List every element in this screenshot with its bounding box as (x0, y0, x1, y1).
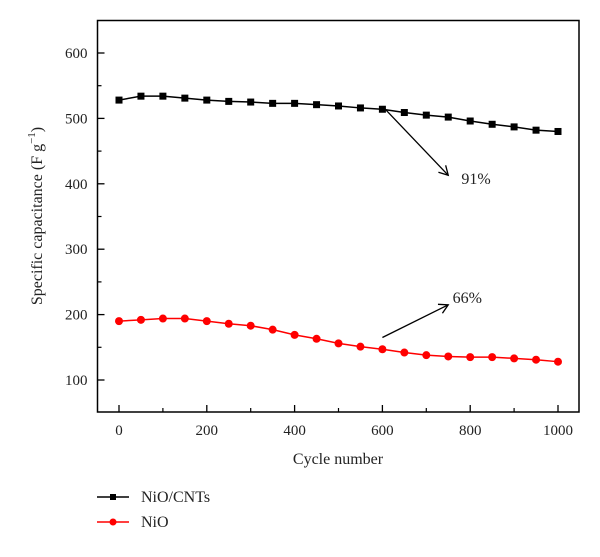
data-point-nio-cnts (400, 109, 408, 117)
data-point-nio-cnts (335, 102, 342, 110)
data-point-nio (510, 354, 519, 363)
annotation-arrow-66 (382, 303, 450, 339)
data-point-nio (290, 330, 299, 339)
legend-marker-square (110, 494, 116, 500)
data-point-nio-cnts (313, 101, 321, 109)
data-point-nio (400, 348, 409, 357)
x-tick-label: 0 (115, 423, 123, 439)
data-point-nio (180, 314, 189, 323)
data-point-nio (268, 325, 277, 334)
plot-frame (96, 19, 580, 413)
data-point-nio-cnts (203, 96, 211, 104)
legend-item-nio-cnts: NiO/CNTs (97, 489, 210, 506)
data-point-nio-cnts (444, 113, 452, 121)
x-tick-label: 800 (459, 423, 482, 439)
y-tick-label: 600 (65, 46, 88, 62)
annotation-label-91: 91% (461, 171, 490, 188)
legend-label-nio-cnts: NiO/CNTs (141, 489, 210, 506)
y-tick-label: 100 (65, 373, 88, 389)
data-point-nio (334, 339, 343, 348)
data-point-nio (422, 351, 431, 360)
annotations: 91% 66% (382, 108, 491, 339)
data-point-nio-cnts (159, 92, 167, 100)
data-point-nio (488, 353, 497, 362)
y-tick-label: 500 (65, 111, 88, 127)
data-point-nio (378, 345, 387, 354)
y-tick-label: 400 (65, 177, 88, 193)
y-axis-title: Specific capacitance (F g−1) (26, 127, 46, 305)
series-layer (115, 92, 562, 366)
x-axis-title: Cycle number (293, 451, 384, 468)
x-tick-label: 600 (371, 423, 394, 439)
data-point-nio-cnts (356, 104, 364, 112)
annotation-label-66: 66% (453, 290, 482, 307)
data-point-nio (312, 334, 321, 343)
data-point-nio (532, 355, 541, 364)
data-point-nio-cnts (378, 105, 386, 113)
data-point-nio (444, 352, 453, 361)
data-point-nio (202, 317, 211, 326)
legend-marker-circle (109, 518, 117, 526)
x-tick-label: 1000 (543, 423, 573, 439)
legend: NiO/CNTs NiO (97, 489, 210, 531)
data-point-nio (466, 353, 475, 362)
data-point-nio-cnts (466, 117, 474, 125)
y-axis-ticks (97, 52, 105, 381)
y-axis-title-main: Specific capacitance (F g (29, 144, 46, 305)
data-point-nio-cnts (532, 126, 540, 134)
data-point-nio-cnts (291, 99, 299, 107)
data-point-nio (554, 357, 562, 366)
x-tick-label: 200 (196, 423, 219, 439)
data-point-nio-cnts (510, 123, 518, 131)
data-point-nio-cnts (488, 120, 496, 128)
y-tick-label: 300 (65, 242, 88, 258)
data-point-nio-cnts (115, 96, 123, 104)
data-point-nio (246, 321, 255, 330)
data-point-nio (158, 314, 167, 323)
annotation-arrow-91 (384, 108, 450, 177)
y-axis-title-superscript: −1 (26, 132, 38, 144)
data-point-nio-cnts (137, 92, 145, 100)
data-point-nio (356, 342, 365, 351)
data-point-nio-cnts (554, 127, 562, 135)
data-point-nio-cnts (181, 94, 189, 102)
data-point-nio (224, 319, 233, 328)
data-point-nio-cnts (225, 97, 233, 105)
data-point-nio-cnts (247, 98, 255, 106)
data-point-nio (115, 317, 123, 326)
x-axis-ticks (118, 405, 559, 412)
series-nio (115, 314, 562, 366)
data-point-nio (136, 315, 145, 324)
x-axis-tick-labels: 0 200 400 600 800 1000 (115, 423, 573, 439)
data-point-nio-cnts (269, 99, 277, 107)
x-tick-label: 400 (283, 423, 306, 439)
legend-label-nio: NiO (141, 514, 169, 531)
y-axis-title-close: ) (29, 127, 46, 132)
y-axis-tick-labels: 100 200 300 400 500 600 (65, 46, 88, 389)
series-nio-cnts (115, 92, 562, 135)
y-tick-label: 200 (65, 308, 88, 324)
data-point-nio-cnts (422, 111, 430, 119)
legend-item-nio: NiO (97, 514, 169, 531)
